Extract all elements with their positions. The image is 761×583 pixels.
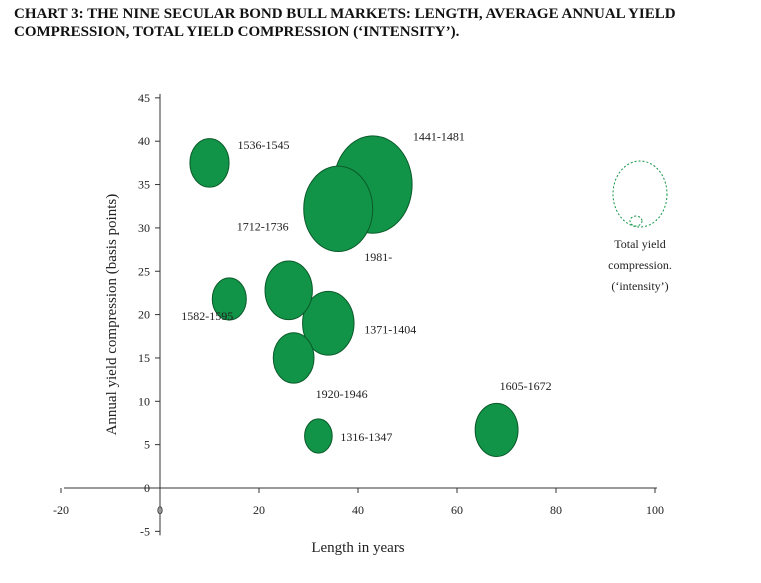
data-label: 1316-1347 (340, 430, 392, 444)
bubble-labels: 1536-1545 1582-1595 1712-1736 1920-1946 1371… (181, 130, 551, 444)
y-tick-label: -5 (140, 524, 150, 538)
data-label: 1981- (364, 250, 392, 264)
bubble-1920-1946 (272, 332, 315, 384)
x-tick-label: 80 (550, 503, 562, 517)
bubble-1582-1595 (211, 277, 247, 321)
x-tick-label: 0 (157, 503, 163, 517)
x-tick-label: 40 (352, 503, 364, 517)
x-axis-title: Length in years (311, 540, 404, 556)
legend-text: (‘intensity’) (611, 279, 668, 293)
bubble-1712-1736 (264, 260, 313, 321)
y-tick-label: 10 (138, 394, 150, 408)
y-tick-label: 35 (138, 178, 150, 192)
y-tick-label: 20 (138, 308, 150, 322)
data-label: 1536-1545 (238, 138, 290, 152)
legend-bubble-large (612, 160, 668, 228)
data-label: 1441-1481 (413, 130, 465, 144)
bubble-1371-1404 (302, 290, 355, 356)
y-tick-label: 15 (138, 351, 150, 365)
y-tick-label: 45 (138, 91, 150, 105)
x-tick-label: 100 (646, 503, 664, 517)
bubble-1605-1672 (474, 402, 519, 457)
bubble-1536-1545 (189, 138, 230, 188)
legend: Total yield compression. (‘intensity’) (608, 160, 672, 293)
axes: -20 0 20 40 60 80 100 -5 0 5 10 15 20 25 30 35 40 45 Lengt… (53, 91, 664, 556)
x-tick-label: 20 (253, 503, 265, 517)
x-tick-label: 60 (451, 503, 463, 517)
data-label: 1712-1736 (237, 219, 289, 233)
data-label: 1582-1595 (181, 309, 233, 323)
y-tick-label: 25 (138, 264, 150, 278)
y-tick-label: 5 (144, 438, 150, 452)
y-axis-title: Annual yield compression (basis points) (104, 194, 120, 436)
chart-title: CHART 3: THE NINE SECULAR BOND BULL MARK… (14, 6, 676, 40)
data-label: 1371-1404 (364, 322, 416, 336)
bubble-1316-1347 (304, 418, 333, 454)
legend-text: compression. (608, 258, 672, 272)
y-tick-label: 30 (138, 221, 150, 235)
bubble-1981 (303, 165, 374, 253)
y-tick-label: 0 (144, 481, 150, 495)
legend-text: Total yield (614, 237, 665, 251)
data-label: 1920-1946 (316, 387, 368, 401)
bubbles (189, 135, 519, 457)
y-tick-label: 40 (138, 134, 150, 148)
data-label: 1605-1672 (500, 379, 552, 393)
legend-bubble-small (629, 215, 643, 227)
x-tick-label: -20 (53, 503, 69, 517)
